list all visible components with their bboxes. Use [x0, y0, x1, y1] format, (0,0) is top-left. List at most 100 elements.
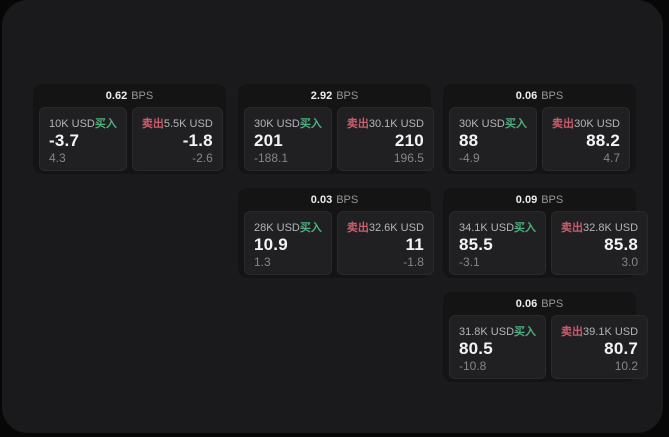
buy-label: 买入: [505, 118, 527, 130]
buy-quote-tile[interactable]: 30K USD 买入 88 -4.9: [449, 107, 537, 171]
buy-tile-header: 31.8K USD 买入: [459, 323, 536, 339]
quote-body: 30K USD 买入 88 -4.9 卖出 30K USD 88.2 4.7: [449, 107, 630, 171]
app-panel: 0.62 BPS 10K USD 买入 -3.7 4.3 卖出 5.5K USD …: [2, 0, 663, 433]
buy-quote-tile[interactable]: 31.8K USD 买入 80.5 -10.8: [449, 315, 547, 379]
buy-price: 80.5: [459, 339, 493, 358]
buy-size: 10K USD: [49, 118, 95, 130]
card-header: 0.06 BPS: [449, 296, 630, 313]
buy-size: 34.1K USD: [459, 222, 515, 234]
sell-label: 卖出: [346, 118, 369, 130]
buy-delta: -10.8: [459, 359, 487, 373]
buy-delta: 1.3: [254, 255, 271, 269]
sell-label: 卖出: [552, 118, 574, 130]
bps-value: 0.06: [515, 90, 538, 102]
buy-delta: -3.1: [459, 255, 480, 269]
buy-quote-tile[interactable]: 10K USD 买入 -3.7 4.3: [39, 107, 127, 171]
sell-tile-header: 卖出 30K USD: [552, 115, 620, 131]
quote-body: 31.8K USD 买入 80.5 -10.8 卖出 39.1K USD 80.…: [449, 315, 649, 379]
card-header: 0.06 BPS: [449, 88, 630, 105]
sell-price: 11: [405, 235, 424, 254]
buy-price: 10.9: [254, 235, 288, 254]
buy-tile-header: 30K USD 买入: [254, 115, 322, 131]
buy-size: 30K USD: [254, 118, 300, 130]
sell-quote-tile[interactable]: 卖出 32.6K USD 11 -1.8: [336, 211, 434, 275]
buy-size: 31.8K USD: [459, 326, 515, 338]
buy-price: 201: [254, 131, 283, 150]
sell-price: 80.7: [604, 339, 639, 358]
sell-price: 88.2: [586, 131, 620, 150]
sell-tile-header: 卖出 5.5K USD: [142, 115, 213, 131]
sell-label: 卖出: [561, 326, 584, 338]
sell-delta: 10.2: [614, 359, 639, 373]
sell-delta: -1.8: [403, 255, 424, 269]
sell-label: 卖出: [561, 222, 584, 234]
sell-price: 210: [394, 131, 424, 150]
sell-quote-tile[interactable]: 卖出 30K USD 88.2 4.7: [542, 107, 630, 171]
sell-price: -1.8: [182, 131, 213, 150]
bps-unit-label: BPS: [336, 90, 359, 102]
sell-delta: 3.0: [621, 255, 639, 269]
quote-body: 34.1K USD 买入 85.5 -3.1 卖出 32.8K USD 85.8…: [449, 211, 649, 275]
sell-tile-header: 卖出 32.8K USD: [561, 219, 638, 235]
buy-quote-tile[interactable]: 30K USD 买入 201 -188.1: [244, 107, 332, 171]
bps-value: 0.09: [515, 194, 538, 206]
bps-unit-label: BPS: [541, 90, 564, 102]
buy-price: 88: [459, 131, 479, 150]
buy-delta: -188.1: [254, 151, 289, 165]
card-header: 0.09 BPS: [449, 192, 630, 209]
sell-size: 32.8K USD: [583, 222, 639, 234]
sell-label: 卖出: [346, 222, 369, 234]
bps-value: 0.06: [515, 298, 538, 310]
bps-unit-label: BPS: [131, 90, 154, 102]
bps-unit-label: BPS: [541, 298, 564, 310]
sell-label: 卖出: [141, 118, 164, 130]
buy-tile-header: 30K USD 买入: [459, 115, 527, 131]
buy-size: 28K USD: [254, 222, 300, 234]
buy-label: 买入: [94, 118, 117, 130]
sell-tile-header: 卖出 39.1K USD: [561, 323, 638, 339]
bps-value: 2.92: [310, 90, 333, 102]
sell-delta: 4.7: [603, 151, 620, 165]
bps-unit-label: BPS: [541, 194, 564, 206]
sell-delta: 196.5: [393, 151, 424, 165]
cards-grid: 0.62 BPS 10K USD 买入 -3.7 4.3 卖出 5.5K USD …: [33, 84, 649, 382]
quote-card: 2.92 BPS 30K USD 买入 201 -188.1 卖出 30.1K U…: [238, 84, 434, 174]
sell-size: 32.6K USD: [368, 222, 424, 234]
bps-unit-label: BPS: [336, 194, 359, 206]
buy-price: 85.5: [459, 235, 493, 254]
sell-quote-tile[interactable]: 卖出 30.1K USD 210 196.5: [336, 107, 434, 171]
card-header: 0.03 BPS: [244, 192, 425, 209]
buy-label: 买入: [514, 326, 537, 338]
buy-tile-header: 28K USD 买入: [254, 219, 322, 235]
quote-card: 0.03 BPS 28K USD 买入 10.9 1.3 卖出 32.6K USD…: [238, 188, 434, 278]
quote-body: 28K USD 买入 10.9 1.3 卖出 32.6K USD 11 -1.8: [244, 211, 434, 275]
buy-delta: -4.9: [459, 151, 480, 165]
buy-label: 买入: [299, 118, 322, 130]
sell-tile-header: 卖出 30.1K USD: [347, 115, 424, 131]
sell-size: 30.1K USD: [368, 118, 424, 130]
buy-tile-header: 10K USD 买入: [49, 115, 117, 131]
buy-quote-tile[interactable]: 28K USD 买入 10.9 1.3: [244, 211, 332, 275]
buy-label: 买入: [514, 222, 537, 234]
sell-tile-header: 卖出 32.6K USD: [347, 219, 424, 235]
card-header: 0.62 BPS: [39, 88, 220, 105]
sell-price: 85.8: [604, 235, 639, 254]
quote-body: 10K USD 买入 -3.7 4.3 卖出 5.5K USD -1.8 -2.…: [39, 107, 223, 171]
sell-size: 39.1K USD: [583, 326, 639, 338]
sell-quote-tile[interactable]: 卖出 5.5K USD -1.8 -2.6: [131, 107, 223, 171]
buy-size: 30K USD: [459, 118, 505, 130]
sell-quote-tile[interactable]: 卖出 39.1K USD 80.7 10.2: [551, 315, 649, 379]
buy-delta: 4.3: [49, 151, 66, 165]
buy-quote-tile[interactable]: 34.1K USD 买入 85.5 -3.1: [449, 211, 547, 275]
buy-price: -3.7: [49, 131, 80, 150]
quote-card: 0.62 BPS 10K USD 买入 -3.7 4.3 卖出 5.5K USD …: [33, 84, 226, 174]
quote-card: 0.06 BPS 31.8K USD 买入 80.5 -10.8 卖出 39.1K…: [443, 292, 649, 382]
quote-body: 30K USD 买入 201 -188.1 卖出 30.1K USD 210 1…: [244, 107, 434, 171]
sell-size: 5.5K USD: [163, 118, 213, 130]
sell-delta: -2.6: [192, 151, 213, 165]
sell-quote-tile[interactable]: 卖出 32.8K USD 85.8 3.0: [551, 211, 649, 275]
quote-card: 0.06 BPS 30K USD 买入 88 -4.9 卖出 30K USD 88…: [443, 84, 636, 174]
bps-value: 0.03: [310, 194, 333, 206]
buy-label: 买入: [299, 222, 322, 234]
